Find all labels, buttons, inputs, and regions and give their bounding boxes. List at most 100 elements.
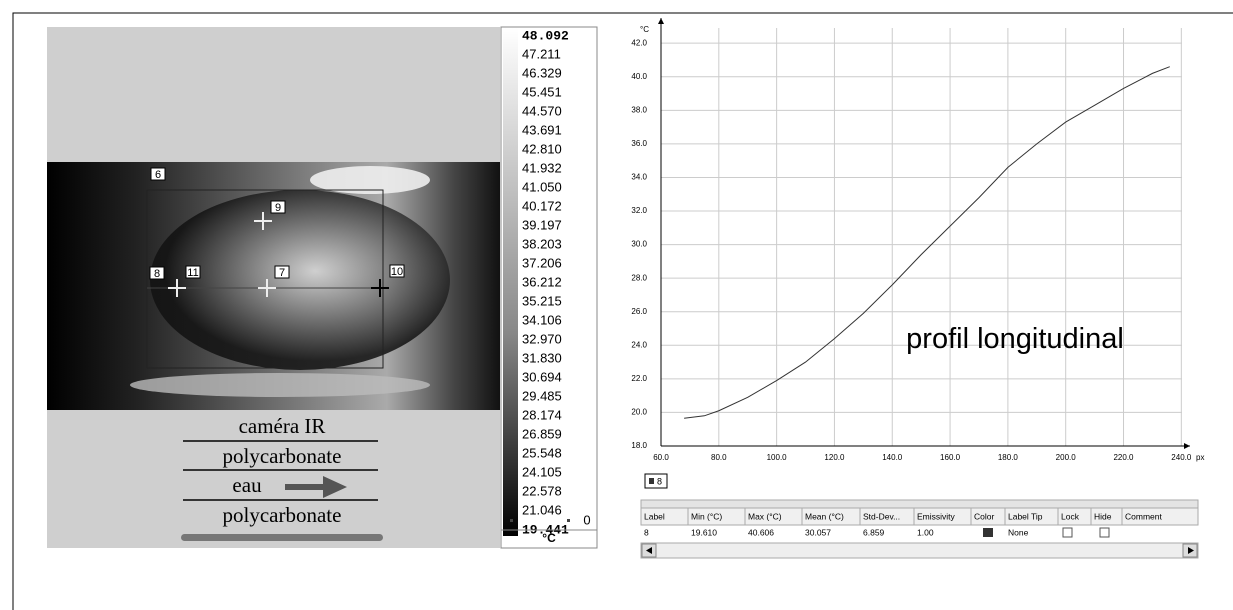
y-tick-label: 32.0: [631, 206, 647, 215]
scale-label: 32.970: [522, 331, 562, 346]
legend-box: [645, 474, 667, 488]
x-tick-label: 80.0: [711, 453, 727, 462]
cell-text: 1.00: [917, 527, 934, 537]
scale-label: 37.206: [522, 255, 562, 270]
header-text: Emissivity: [917, 511, 956, 521]
scrollbar: [641, 543, 1198, 558]
x-tick-label: 180.0: [998, 453, 1019, 462]
y-arrow: [658, 18, 664, 24]
scale-label: 41.932: [522, 160, 562, 175]
marker-label: 11: [187, 267, 198, 279]
checkbox: [1100, 528, 1109, 537]
scale-label: 28.174: [522, 407, 562, 422]
bar: [181, 534, 383, 541]
scale-label: 39.197: [522, 217, 562, 232]
x-axis-label: px: [1196, 453, 1204, 462]
table-top: [641, 500, 1198, 508]
scale-label: 42.810: [522, 141, 562, 156]
x-tick-label: 220.0: [1113, 453, 1134, 462]
x-tick-label: 240.0: [1171, 453, 1192, 462]
x-arrow: [1184, 443, 1190, 449]
y-tick-label: 28.0: [631, 273, 647, 282]
layer-label: caméra IR: [239, 414, 326, 438]
cell-text: 8: [644, 527, 649, 537]
y-tick-label: 34.0: [631, 173, 647, 182]
header-text: Label Tip: [1008, 511, 1043, 521]
scale-label: 48.092: [522, 28, 569, 43]
scale-label: 29.485: [522, 388, 562, 403]
scale-label: 34.106: [522, 312, 562, 327]
layer-label: polycarbonate: [223, 503, 342, 527]
scale-label: 36.212: [522, 274, 562, 289]
scale-label: 46.329: [522, 65, 562, 80]
y-tick-label: 38.0: [631, 105, 647, 114]
scale-label: 45.451: [522, 84, 562, 99]
scale-label: 22.578: [522, 483, 562, 498]
marker-label: 9: [275, 202, 281, 214]
scale-dot: [510, 519, 513, 522]
header-text: Max (°C): [748, 511, 782, 521]
y-tick-label: 30.0: [631, 240, 647, 249]
scale-dot: [567, 519, 570, 522]
header-text: Std-Dev...: [863, 511, 900, 521]
header-text: Hide: [1094, 511, 1112, 521]
annotation-box: profil longitudinal: [870, 322, 1160, 412]
scale-label: 25.548: [522, 445, 562, 460]
header-text: Min (°C): [691, 511, 722, 521]
hot-zone: [150, 190, 450, 370]
y-axis-label: °C: [640, 25, 649, 34]
scale-label: 30.694: [522, 369, 562, 384]
scale-label: 35.215: [522, 293, 562, 308]
marker-label: 10: [391, 266, 403, 278]
scale-label: 43.691: [522, 122, 562, 137]
y-tick-label: 36.0: [631, 139, 647, 148]
header-text: Mean (°C): [805, 511, 844, 521]
scale-label: 44.570: [522, 103, 562, 118]
x-tick-label: 100.0: [767, 453, 788, 462]
marker-label: 8: [154, 268, 160, 280]
annotation: profil longitudinal: [900, 322, 1130, 356]
marker-label: 7: [279, 267, 285, 279]
header-text: Comment: [1125, 511, 1162, 521]
scale-label: 40.172: [522, 198, 562, 213]
color-swatch: [983, 528, 993, 537]
checkbox: [1063, 528, 1072, 537]
scale-label: 41.050: [522, 179, 562, 194]
y-tick-label: 20.0: [631, 408, 647, 417]
scale-bar: [503, 28, 518, 536]
scale-label: 31.830: [522, 350, 562, 365]
x-tick-label: 200.0: [1056, 453, 1077, 462]
scale-label: 38.203: [522, 236, 562, 251]
cell-text: 30.057: [805, 527, 831, 537]
cell-text: None: [1008, 527, 1029, 537]
layer-label: eau: [232, 473, 262, 497]
cell-text: 6.859: [863, 527, 885, 537]
header-text: Lock: [1061, 511, 1080, 521]
header-text: Color: [974, 511, 994, 521]
y-tick-label: 26.0: [631, 307, 647, 316]
scale-zero: 0: [583, 512, 590, 527]
x-tick-label: 140.0: [882, 453, 903, 462]
cell-text: 19.610: [691, 527, 717, 537]
y-tick-label: 40.0: [631, 72, 647, 81]
layer-label: polycarbonate: [223, 444, 342, 468]
marker-label: 6: [155, 169, 161, 181]
y-tick-label: 18.0: [631, 441, 647, 450]
scale-unit: °C: [542, 531, 556, 545]
header-text: Label: [644, 511, 665, 521]
y-tick-label: 42.0: [631, 38, 647, 47]
x-tick-label: 120.0: [824, 453, 845, 462]
scale-label: 24.105: [522, 464, 562, 479]
scale-label: 21.046: [522, 502, 562, 517]
cell-text: 40.606: [748, 527, 774, 537]
hot-zone: [130, 373, 430, 397]
x-tick-label: 160.0: [940, 453, 961, 462]
y-tick-label: 24.0: [631, 340, 647, 349]
y-tick-label: 22.0: [631, 374, 647, 383]
x-tick-label: 60.0: [653, 453, 669, 462]
legend-swatch: [649, 478, 654, 484]
scale-label: 26.859: [522, 426, 562, 441]
legend-label: 8: [657, 476, 662, 486]
screen: 6 9 8 11 7 10 caméra IR polycarbonate eau polyca…: [0, 0, 1233, 610]
scale-label: 47.211: [522, 46, 561, 61]
